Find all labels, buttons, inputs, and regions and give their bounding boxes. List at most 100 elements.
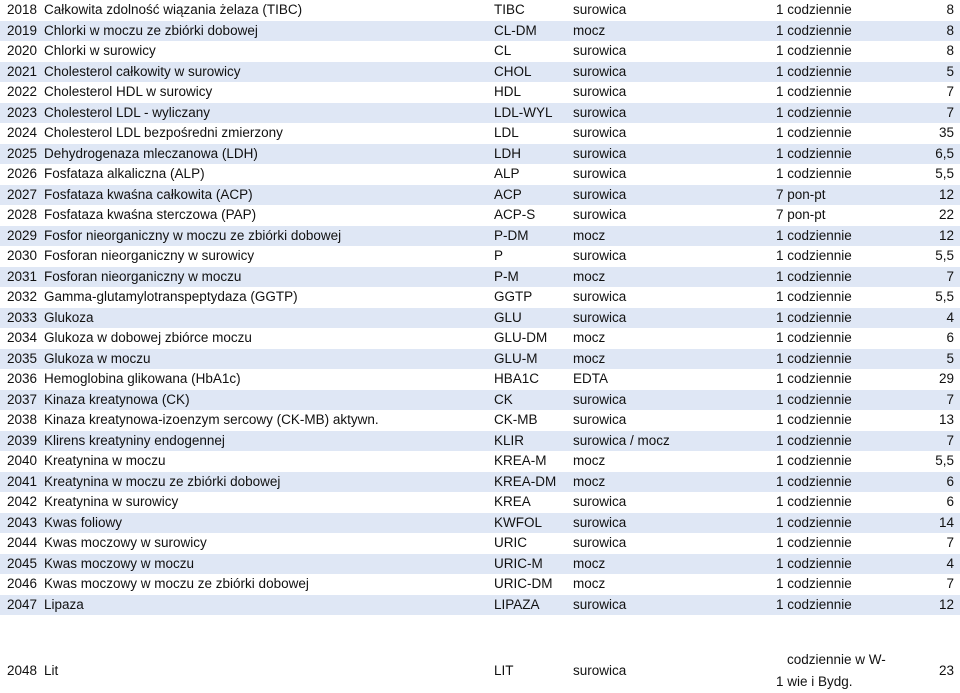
test-name: Całkowita zdolność wiązania żelaza (TIBC… <box>44 2 303 17</box>
test-abbreviation: P-M <box>494 268 519 284</box>
test-days: 29 <box>938 371 954 386</box>
test-name: Fosforan nieorganiczny w surowicy <box>44 248 255 263</box>
test-code: 2020 <box>7 43 38 58</box>
table-row: 2032 Gamma-glutamylotranspeptydaza (GGTP… <box>0 287 960 308</box>
test-code: 2032 <box>7 289 38 304</box>
test-material: surowica <box>573 514 627 530</box>
test-name: Chlorki w surowicy <box>44 43 156 58</box>
test-frequency: 1 codziennie <box>776 22 852 38</box>
test-frequency: 1 codziennie <box>776 227 852 243</box>
test-days: 5 <box>946 350 954 366</box>
test-frequency: 1 codziennie <box>776 494 852 509</box>
table-row: 2047 Lipaza LIPAZA surowica 1 codziennie… <box>0 594 960 615</box>
test-name: Fosfataza alkaliczna (ALP) <box>44 166 205 181</box>
test-abbreviation: LDL-WYL <box>494 104 553 120</box>
table-row: 2041 Kreatynina w moczu ze zbiórki dobow… <box>0 471 960 492</box>
test-material: surowica <box>573 84 627 99</box>
test-frequency-line1: codziennie w W- <box>787 652 886 667</box>
test-frequency: 1 codziennie <box>776 555 852 571</box>
test-name: Hemoglobina glikowana (HbA1c) <box>44 371 241 386</box>
test-material: mocz <box>573 330 606 345</box>
test-days: 6 <box>946 494 954 509</box>
test-material: surowica <box>573 43 627 58</box>
test-material: mocz <box>573 350 606 366</box>
test-material: surowica <box>573 289 627 304</box>
test-abbreviation: CK-MB <box>494 412 538 427</box>
table-row: 2025 Dehydrogenaza mleczanowa (LDH) LDH … <box>0 143 960 164</box>
test-days: 13 <box>938 412 954 427</box>
test-abbreviation: LDL <box>494 125 519 140</box>
test-code: 2029 <box>7 227 38 243</box>
test-material: mocz <box>573 453 606 468</box>
test-code: 2028 <box>7 207 38 222</box>
test-abbreviation: URIC-DM <box>494 576 553 591</box>
table-row: 2042 Kreatynina w surowicy KREA surowica… <box>0 492 960 513</box>
test-code: 2035 <box>7 350 38 366</box>
test-name: Fosforan nieorganiczny w moczu <box>44 268 242 284</box>
test-frequency: 1 codziennie <box>776 432 852 448</box>
test-abbreviation: URIC <box>494 535 527 550</box>
test-material: mocz <box>573 268 606 284</box>
test-name: Cholesterol całkowity w surowicy <box>44 63 241 79</box>
test-abbreviation: URIC-M <box>494 555 543 571</box>
test-material: surowica <box>573 391 627 407</box>
test-abbreviation: LDH <box>494 145 522 161</box>
test-material: surowica <box>573 207 627 222</box>
test-material: mocz <box>573 473 606 489</box>
test-frequency: 1 codziennie <box>776 514 852 530</box>
test-name: Cholesterol LDL bezpośredni zmierzony <box>44 125 283 140</box>
test-abbreviation: KREA-DM <box>494 473 557 489</box>
table-row: 2038 Kinaza kreatynowa-izoenzym sercowy … <box>0 410 960 431</box>
test-code: 2039 <box>7 432 38 448</box>
test-days: 12 <box>938 227 954 243</box>
test-frequency: 1 codziennie <box>776 63 852 79</box>
test-code: 2043 <box>7 514 38 530</box>
test-code: 2036 <box>7 371 38 386</box>
test-code: 2045 <box>7 555 38 571</box>
test-name: Dehydrogenaza mleczanowa (LDH) <box>44 145 258 161</box>
test-code: 2023 <box>7 104 38 120</box>
test-material: mocz <box>573 555 606 571</box>
test-frequency: codziennie w W- 1 wie i Bydg. <box>776 649 916 693</box>
test-material: surowica / mocz <box>573 432 670 448</box>
test-frequency: 1 codziennie <box>776 248 852 263</box>
test-code: 2022 <box>7 84 38 99</box>
test-name: Kwas moczowy w surowicy <box>44 535 207 550</box>
test-name: Cholesterol LDL - wyliczany <box>44 104 211 120</box>
test-name: Kreatynina w moczu <box>44 453 166 468</box>
test-days: 23 <box>938 663 954 678</box>
test-material: surowica <box>573 2 627 17</box>
test-code: 2040 <box>7 453 38 468</box>
test-material: surowica <box>573 248 627 263</box>
test-name: Kwas moczowy w moczu ze zbiórki dobowej <box>44 576 309 591</box>
test-material: EDTA <box>573 371 609 386</box>
test-name: Fosfor nieorganiczny w moczu ze zbiórki … <box>44 227 342 243</box>
test-code: 2018 <box>7 2 38 17</box>
test-name: Glukoza w moczu <box>44 350 151 366</box>
test-days: 5,5 <box>935 166 954 181</box>
table-row: 2044 Kwas moczowy w surowicy URIC surowi… <box>0 533 960 554</box>
test-days: 35 <box>938 125 954 140</box>
test-abbreviation: KREA-M <box>494 453 547 468</box>
test-frequency: 1 codziennie <box>776 391 852 407</box>
test-days: 7 <box>946 432 954 448</box>
test-abbreviation: GGTP <box>494 289 533 304</box>
test-name: Gamma-glutamylotranspeptydaza (GGTP) <box>44 289 298 304</box>
table-row: 2048 Lit LIT surowica codziennie w W- 1 wie i… <box>0 615 960 689</box>
test-name: Kinaza kreatynowa-izoenzym sercowy (CK-M… <box>44 412 379 427</box>
test-days: 4 <box>946 555 954 571</box>
test-abbreviation: HDL <box>494 84 522 99</box>
test-name: Chlorki w moczu ze zbiórki dobowej <box>44 22 258 38</box>
table-row: 2020 Chlorki w surowicy CL surowica 1 co… <box>0 41 960 62</box>
test-days: 5,5 <box>935 289 954 304</box>
table-row: 2026 Fosfataza alkaliczna (ALP) ALP suro… <box>0 164 960 185</box>
test-name: Kinaza kreatynowa (CK) <box>44 391 190 407</box>
test-days: 7 <box>946 576 954 591</box>
test-abbreviation: KREA <box>494 494 531 509</box>
test-material: surowica <box>573 596 627 612</box>
test-name: Glukoza <box>44 309 94 325</box>
test-code: 2041 <box>7 473 38 489</box>
test-abbreviation: ACP-S <box>494 207 536 222</box>
test-code: 2026 <box>7 166 38 181</box>
